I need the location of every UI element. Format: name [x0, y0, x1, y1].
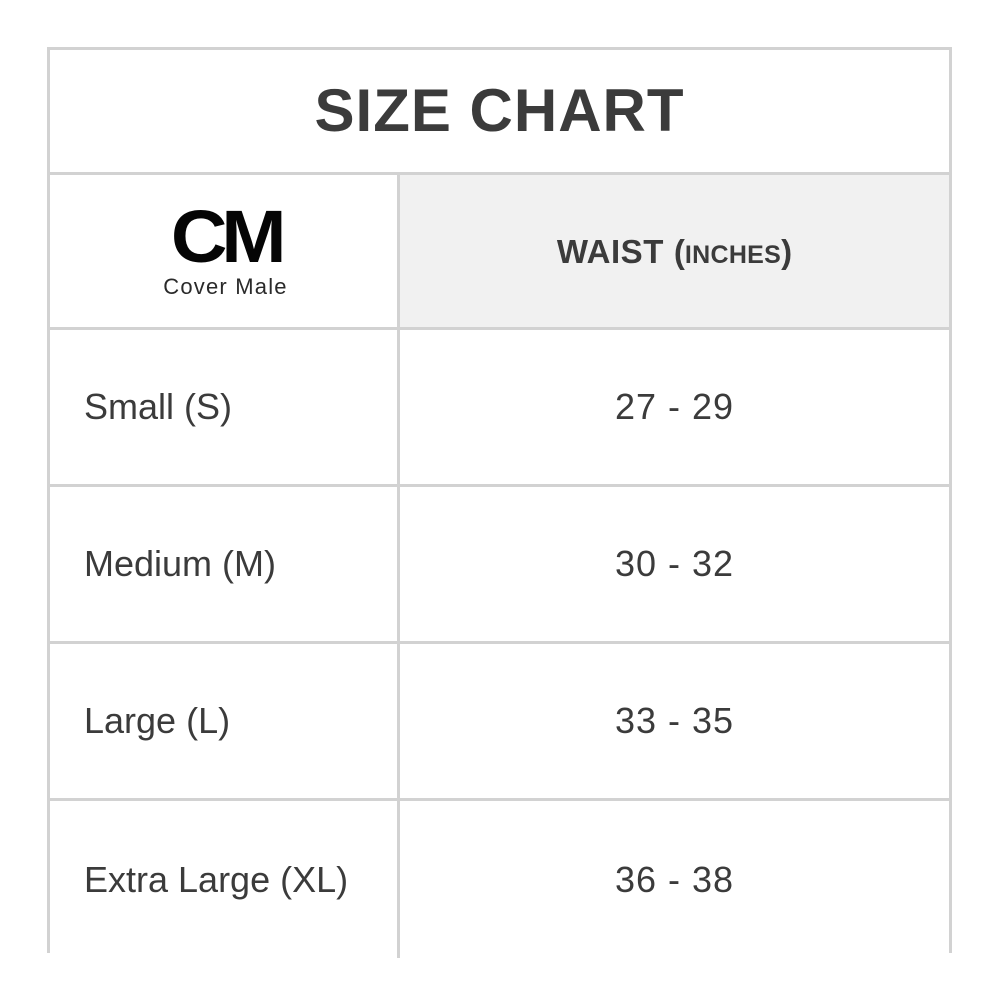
unit-close-paren: ): [781, 232, 793, 270]
column-header-waist: WAIST ( INCHES ): [557, 235, 792, 268]
size-waist-cell: 27 - 29: [400, 330, 949, 484]
size-label: Small (S): [84, 386, 233, 427]
waist-value: 33 - 35: [614, 700, 735, 741]
size-name-cell: Large (L): [50, 644, 400, 798]
waist-value: 27 - 29: [614, 386, 735, 427]
size-waist-cell: 36 - 38: [400, 801, 949, 958]
brand-name: Cover Male: [163, 273, 288, 299]
unit-open-paren: (: [673, 232, 685, 270]
size-name-cell: Small (S): [50, 330, 400, 484]
cm-monogram-icon: CM: [170, 195, 287, 279]
table-row: Medium (M) 30 - 32: [50, 487, 949, 644]
table-title-row: SIZE CHART: [50, 50, 949, 175]
table-row: Small (S) 27 - 29: [50, 330, 949, 487]
waist-value: 36 - 38: [614, 858, 735, 900]
waist-header-cell: WAIST ( INCHES ): [400, 175, 949, 327]
table-header-row: CM Cover Male WAIST ( INCHES ): [50, 175, 949, 330]
brand-logo: CM Cover Male: [163, 195, 288, 299]
size-name-cell: Medium (M): [50, 487, 400, 641]
size-chart-table: SIZE CHART CM Cover Male WAIST ( INCHES …: [47, 47, 952, 958]
page-title: SIZE CHART: [314, 77, 685, 144]
size-label: Medium (M): [84, 543, 277, 584]
table-row: Extra Large (XL) 36 - 38: [50, 801, 949, 958]
brand-logo-cell: CM Cover Male: [50, 175, 400, 327]
size-waist-cell: 30 - 32: [400, 487, 949, 641]
waist-label: WAIST: [556, 232, 664, 270]
unit-label: INCHES: [684, 240, 782, 269]
waist-value: 30 - 32: [614, 543, 735, 584]
size-waist-cell: 33 - 35: [400, 644, 949, 798]
size-name-cell: Extra Large (XL): [50, 801, 400, 958]
size-label: Extra Large (XL): [84, 858, 349, 900]
size-label: Large (L): [84, 700, 231, 741]
table-row: Large (L) 33 - 35: [50, 644, 949, 801]
